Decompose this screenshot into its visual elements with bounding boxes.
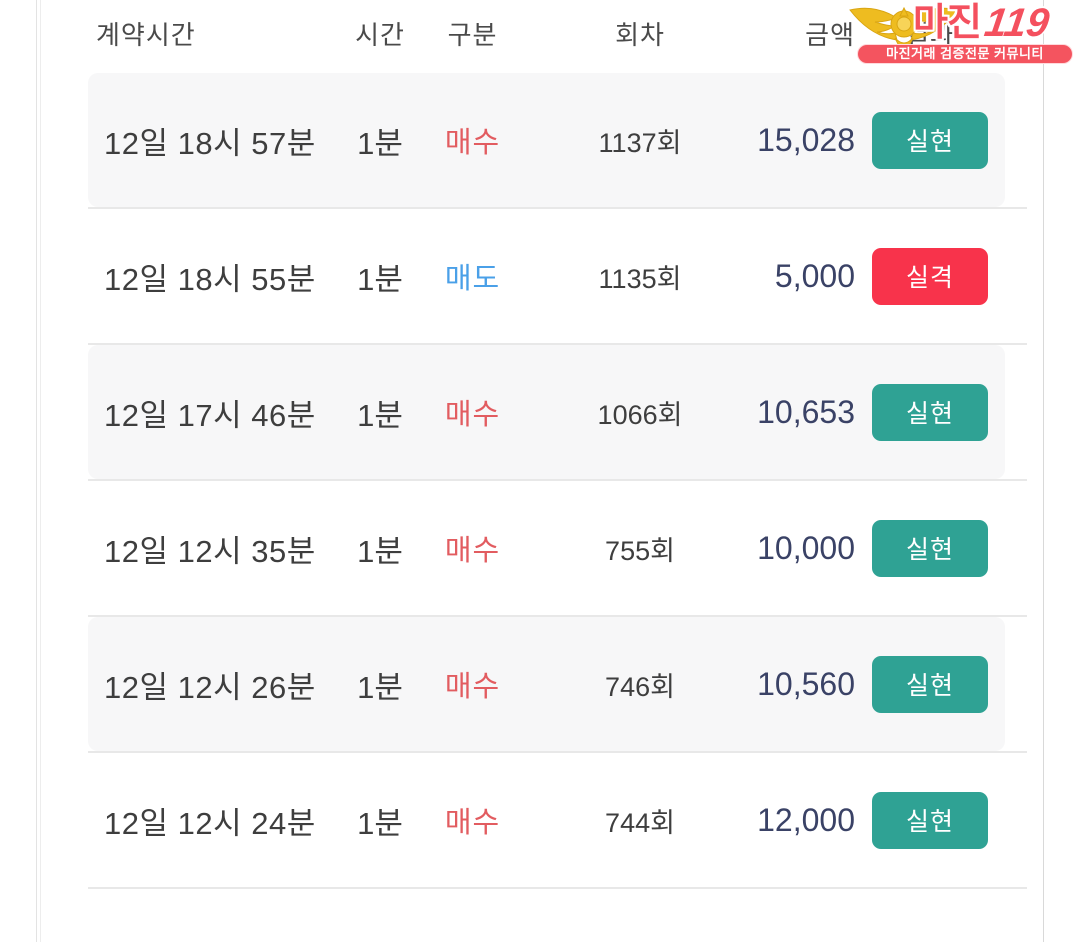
cell-contract-time: 12일 12시 35분 (104, 533, 316, 569)
table-row: 12일 17시 46분 1분 매수 1066회 10,653 실현 (88, 345, 1027, 481)
cell-type: 매수 (444, 399, 501, 431)
cell-round: 755회 (605, 535, 675, 566)
table-header-row: 계약시간 시간 구분 회차 금액 결과 (88, 0, 1027, 73)
header-type: 구분 (447, 20, 498, 50)
watermark-tagline: 마진거래 검증전문 커뮤니티 (857, 44, 1073, 64)
trade-history-table: 계약시간 시간 구분 회차 금액 결과 12일 18시 57분 1분 매수 11… (88, 0, 1027, 889)
cell-type: 매수 (444, 535, 501, 567)
table-row: 12일 12시 35분 1분 매수 755회 10,000 실현 (88, 481, 1027, 617)
table-row: 12일 18시 57분 1분 매수 1137회 15,028 실현 (88, 73, 1027, 209)
cell-amount: 10,653 (757, 393, 855, 430)
cell-amount: 10,000 (757, 529, 855, 566)
cell-contract-time: 12일 17시 46분 (104, 397, 316, 433)
cell-contract-time: 12일 12시 26분 (104, 669, 316, 705)
watermark-brand-number: 119 (981, 1, 1052, 45)
cell-round: 1137회 (598, 127, 682, 158)
table-row: 12일 18시 55분 1분 매도 1135회 5,000 실격 (88, 209, 1027, 345)
cell-duration: 1분 (357, 125, 403, 161)
cell-amount: 12,000 (757, 801, 855, 838)
cell-type: 매수 (444, 671, 501, 703)
table-row: 12일 12시 26분 1분 매수 746회 10,560 실현 (88, 617, 1027, 753)
watermark-logo: 마진 119 마진거래 검증전문 커뮤니티 (845, 1, 1075, 64)
result-badge-button[interactable]: 실현 (872, 383, 988, 441)
watermark-brand: 마진 119 (913, 1, 1052, 45)
header-contract-time: 계약시간 (96, 20, 196, 50)
cell-amount: 10,560 (757, 665, 855, 702)
cell-round: 746회 (605, 671, 675, 702)
left-border-line-outer (36, 0, 37, 942)
cell-round: 1135회 (598, 263, 682, 294)
cell-contract-time: 12일 18시 57분 (104, 125, 316, 161)
cell-duration: 1분 (357, 261, 403, 297)
result-badge-button[interactable]: 실현 (872, 655, 988, 713)
cell-type: 매도 (444, 263, 501, 295)
cell-type: 매수 (444, 127, 501, 159)
cell-contract-time: 12일 18시 55분 (104, 261, 316, 297)
cell-duration: 1분 (357, 533, 403, 569)
cell-amount: 15,028 (757, 121, 855, 158)
table-body: 12일 18시 57분 1분 매수 1137회 15,028 실현 12일 18… (88, 73, 1027, 889)
cell-round: 744회 (605, 807, 675, 838)
cell-contract-time: 12일 12시 24분 (104, 805, 316, 841)
cell-amount: 5,000 (774, 257, 855, 294)
left-border-line-inner (40, 0, 41, 942)
watermark-brand-main: 마진 (913, 2, 982, 44)
cell-duration: 1분 (357, 669, 403, 705)
right-border-line (1043, 0, 1044, 942)
cell-type: 매수 (444, 807, 501, 839)
eagle-icon (849, 6, 959, 49)
header-round: 회차 (615, 20, 665, 50)
cell-round: 1066회 (597, 399, 683, 430)
header-duration: 시간 (355, 20, 405, 50)
cell-duration: 1분 (357, 397, 403, 433)
result-badge-button[interactable]: 실현 (872, 111, 988, 169)
result-badge-button[interactable]: 실현 (872, 519, 988, 577)
header-amount: 금액 (805, 20, 855, 50)
result-badge-button[interactable]: 실격 (872, 247, 988, 305)
result-badge-button[interactable]: 실현 (872, 791, 988, 849)
cell-duration: 1분 (357, 805, 403, 841)
table-row: 12일 12시 24분 1분 매수 744회 12,000 실현 (88, 753, 1027, 889)
